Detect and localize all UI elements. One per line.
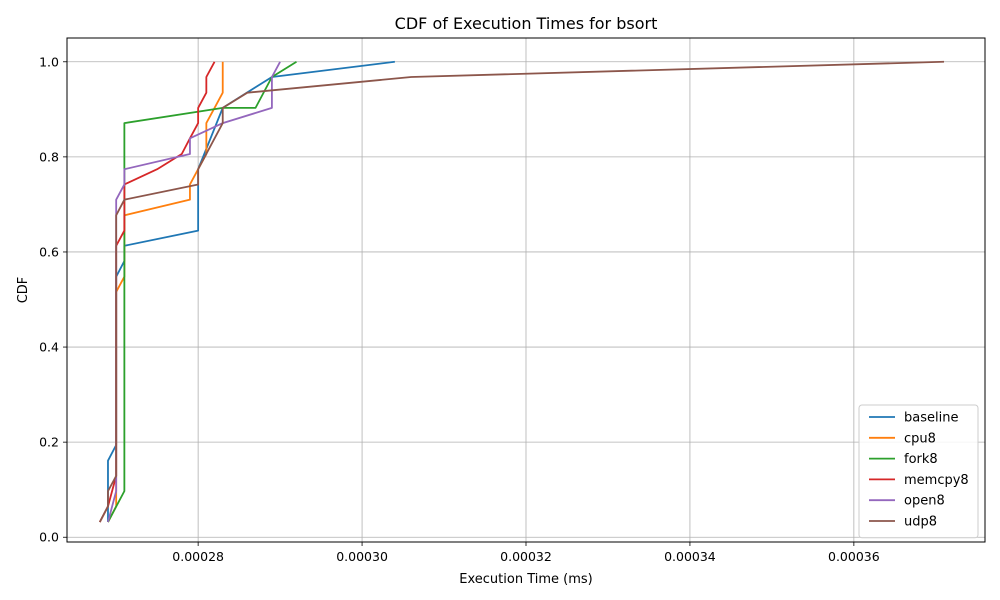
y-axis-label: CDF	[16, 277, 31, 304]
y-tick-label: 0.4	[39, 340, 59, 355]
legend-label: open8	[904, 494, 945, 509]
y-tick-label: 0.0	[39, 530, 59, 545]
y-tick-label: 0.6	[39, 244, 59, 259]
grid-lines	[67, 38, 985, 542]
series-line-udp8	[98, 60, 945, 523]
x-tick-label: 0.00030	[336, 549, 388, 564]
x-tick-label: 0.00036	[828, 549, 880, 564]
series-lines	[98, 60, 945, 523]
x-tick-label: 0.00028	[172, 549, 224, 564]
x-tick-label: 0.00034	[664, 549, 716, 564]
x-axis-label: Execution Time (ms)	[459, 572, 592, 587]
y-tick-label: 1.0	[39, 54, 59, 69]
chart-title: CDF of Execution Times for bsort	[395, 14, 658, 33]
x-axis-ticks: 0.00028 0.00030 0.00032 0.00034 0.00036	[172, 542, 880, 564]
y-axis-ticks: 0.0 0.2 0.4 0.6 0.8 1.0	[39, 54, 67, 545]
x-tick-label: 0.00032	[500, 549, 552, 564]
legend-label: memcpy8	[904, 473, 969, 488]
y-tick-label: 0.8	[39, 149, 59, 164]
legend: baseline cpu8 fork8 memcpy8 open8 udp8	[858, 404, 979, 539]
legend-label: fork8	[904, 452, 938, 467]
legend-label: cpu8	[904, 431, 936, 446]
legend-label: udp8	[904, 515, 937, 530]
y-tick-label: 0.2	[39, 435, 59, 450]
legend-label: baseline	[904, 411, 958, 426]
